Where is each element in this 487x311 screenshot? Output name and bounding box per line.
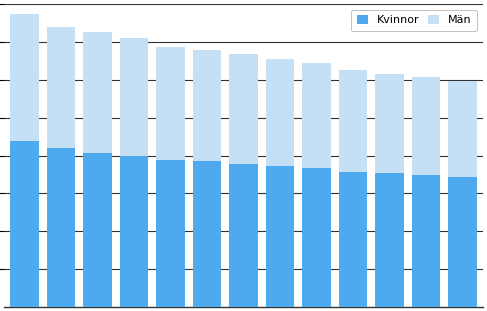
Bar: [193, 49, 221, 161]
Bar: [302, 168, 331, 307]
Bar: [10, 141, 38, 307]
Bar: [229, 164, 258, 307]
Bar: [83, 153, 112, 307]
Bar: [302, 63, 331, 168]
Bar: [47, 148, 75, 307]
Bar: [229, 54, 258, 164]
Bar: [339, 172, 367, 307]
Bar: [375, 74, 404, 174]
Bar: [266, 166, 294, 307]
Bar: [412, 77, 440, 175]
Bar: [449, 177, 477, 307]
Bar: [10, 14, 38, 141]
Bar: [83, 32, 112, 153]
Legend: Kvinnor, Män: Kvinnor, Män: [351, 10, 477, 31]
Bar: [156, 47, 185, 160]
Bar: [412, 175, 440, 307]
Bar: [449, 81, 477, 177]
Bar: [156, 160, 185, 307]
Bar: [120, 38, 148, 156]
Bar: [375, 174, 404, 307]
Bar: [266, 59, 294, 166]
Bar: [339, 70, 367, 172]
Bar: [47, 27, 75, 148]
Bar: [193, 161, 221, 307]
Bar: [120, 156, 148, 307]
